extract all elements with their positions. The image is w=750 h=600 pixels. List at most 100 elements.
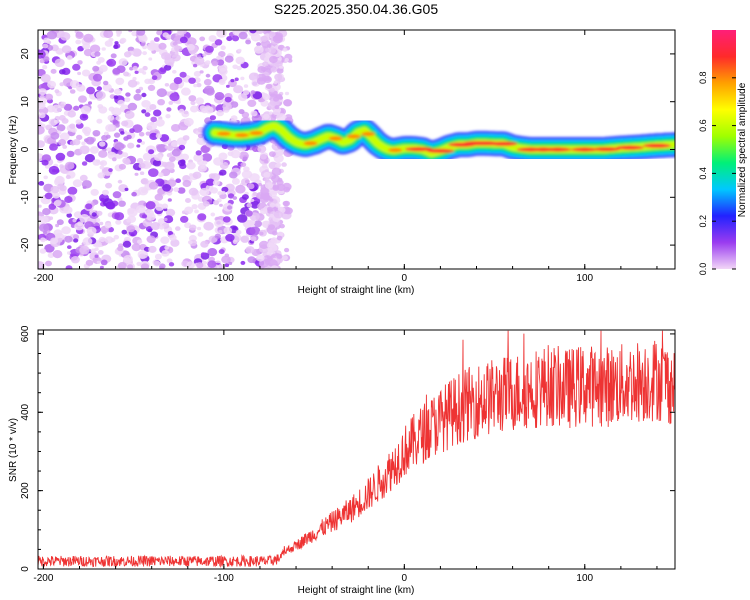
spectrogram-noise-point <box>284 57 290 62</box>
spectrogram-noise-point <box>180 215 189 223</box>
spectrogram-x-ticks: -200 -100 0 100 <box>33 30 658 284</box>
spectrogram-noise-point <box>72 138 81 146</box>
spectrogram-noise-point <box>266 77 271 81</box>
spectrogram-noise-point <box>111 107 122 116</box>
spectrogram-noise-point <box>269 213 275 218</box>
spectrogram-noise-point <box>279 223 285 229</box>
spectrogram-noise-point <box>158 42 167 50</box>
spectrogram-noise-point <box>81 180 92 189</box>
spectrogram-noise-point <box>114 142 125 151</box>
x-tick-label: 100 <box>576 573 593 584</box>
spectrogram-noise-point <box>218 51 226 58</box>
spectrogram-noise-point <box>64 196 73 203</box>
spectrogram-noise-point <box>219 169 227 176</box>
spectrogram-noise-point <box>213 200 219 206</box>
spectrogram-noise-point <box>227 193 235 199</box>
spectrogram-noise-point <box>96 86 103 91</box>
spectrogram-noise-point <box>131 191 137 197</box>
spectrogram-noise-point <box>129 128 135 134</box>
spectrogram-noise-point <box>166 107 172 112</box>
spectrogram-noise-point <box>183 110 189 115</box>
spectrogram-noise-point <box>39 215 49 224</box>
spectrogram-ridge-peak <box>643 143 671 148</box>
spectrogram-noise-point <box>193 153 204 162</box>
spectrogram-noise-point <box>97 250 104 255</box>
spectrogram-noise-point <box>42 208 51 216</box>
spectrogram-noise-point <box>53 229 63 237</box>
spectrogram-noise-point <box>190 105 199 113</box>
spectrogram-noise-point <box>136 157 144 164</box>
spectrogram-noise-point <box>104 131 109 136</box>
spectrogram-noise-point <box>136 30 146 36</box>
spectrogram-noise-point <box>153 260 161 267</box>
spectrogram-noise-point <box>158 225 165 230</box>
spectrogram-ridge-peak <box>346 134 361 139</box>
spectrogram-noise-point <box>105 134 111 139</box>
spectrogram-ridge-peak <box>426 148 455 154</box>
spectrogram-noise-point <box>38 88 47 96</box>
spectrogram-noise-point <box>235 184 246 194</box>
spectrogram-noise-point <box>92 130 101 137</box>
spectrogram-noise-point <box>169 82 179 91</box>
spectrogram-noise-point <box>83 128 88 132</box>
spectrogram-noise-point <box>260 153 267 160</box>
spectrogram-noise-point <box>148 245 157 253</box>
spectrogram-noise-point <box>127 102 138 111</box>
spectrogram-noise-point <box>222 102 232 111</box>
spectrogram-noise-point <box>243 84 249 88</box>
spectrogram-noise-point <box>66 251 71 255</box>
y-tick-label: 200 <box>20 482 31 499</box>
spectrogram-noise-point <box>124 110 135 119</box>
spectrogram-noise-point <box>83 33 94 43</box>
spectrogram-noise-point <box>47 80 57 89</box>
spectrogram-noise-point <box>38 223 50 232</box>
spectrogram-noise-point <box>229 171 238 179</box>
spectrogram-noise-point <box>269 202 276 208</box>
y-tick-label: 400 <box>20 403 31 420</box>
spectrogram-ridge-peak <box>328 136 343 141</box>
spectrogram-noise-point <box>104 236 114 244</box>
spectrogram-noise-point <box>210 212 216 217</box>
spectrogram-noise-point <box>268 239 277 247</box>
spectrogram-noise-point <box>269 87 275 93</box>
spectrogram-noise-point <box>40 74 51 83</box>
spectrogram-noise-point <box>82 43 91 50</box>
spectrogram-noise-point <box>77 60 83 65</box>
spectrogram-noise-point <box>157 172 164 178</box>
spectrogram-noise-point <box>170 239 180 247</box>
spectrogram-noise-point <box>160 236 170 244</box>
spectrogram-noise-point <box>94 51 101 57</box>
spectrogram-noise-point <box>56 49 64 55</box>
spectrogram-noise-point <box>263 177 270 182</box>
spectrogram-noise-point <box>62 144 68 149</box>
spectrogram-noise-point <box>141 109 147 114</box>
spectrogram-noise-point <box>106 147 112 152</box>
spectrogram-noise-point <box>200 145 210 154</box>
spectrogram-noise-point <box>153 109 162 117</box>
spectrogram-ridge-peak <box>570 147 599 152</box>
colorbar-tick-label: 0.6 <box>698 119 708 132</box>
spectrogram-noise-point <box>247 256 256 264</box>
spectrogram-noise-point <box>180 153 189 161</box>
spectrogram-noise-point <box>103 80 109 86</box>
spectrogram-noise-point <box>79 214 90 223</box>
spectrogram-noise-point <box>250 236 257 242</box>
spectrogram-noise-point <box>232 196 238 200</box>
spectrogram-noise-point <box>254 30 265 34</box>
spectrogram-noise-point <box>73 238 79 243</box>
spectrogram-noise-point <box>240 235 250 243</box>
spectrogram-noise-point <box>169 234 177 241</box>
colorbar-tick-label: 0.2 <box>698 215 708 228</box>
spectrogram-noise-point <box>271 175 280 183</box>
spectrogram-noise-point <box>99 221 104 226</box>
snr-frame <box>37 329 676 570</box>
spectrogram-noise-point <box>124 187 129 192</box>
spectrogram-noise-point <box>113 44 119 49</box>
spectrogram-ridge-peak <box>249 130 264 136</box>
spectrogram-noise-point <box>270 67 278 73</box>
spectrogram-noise-point <box>260 35 268 42</box>
spectrogram-noise-point <box>127 264 134 269</box>
spectrogram-noise-point <box>105 182 113 189</box>
spectrogram-noise-point <box>102 83 112 92</box>
spectrogram-noise-point <box>230 149 241 159</box>
